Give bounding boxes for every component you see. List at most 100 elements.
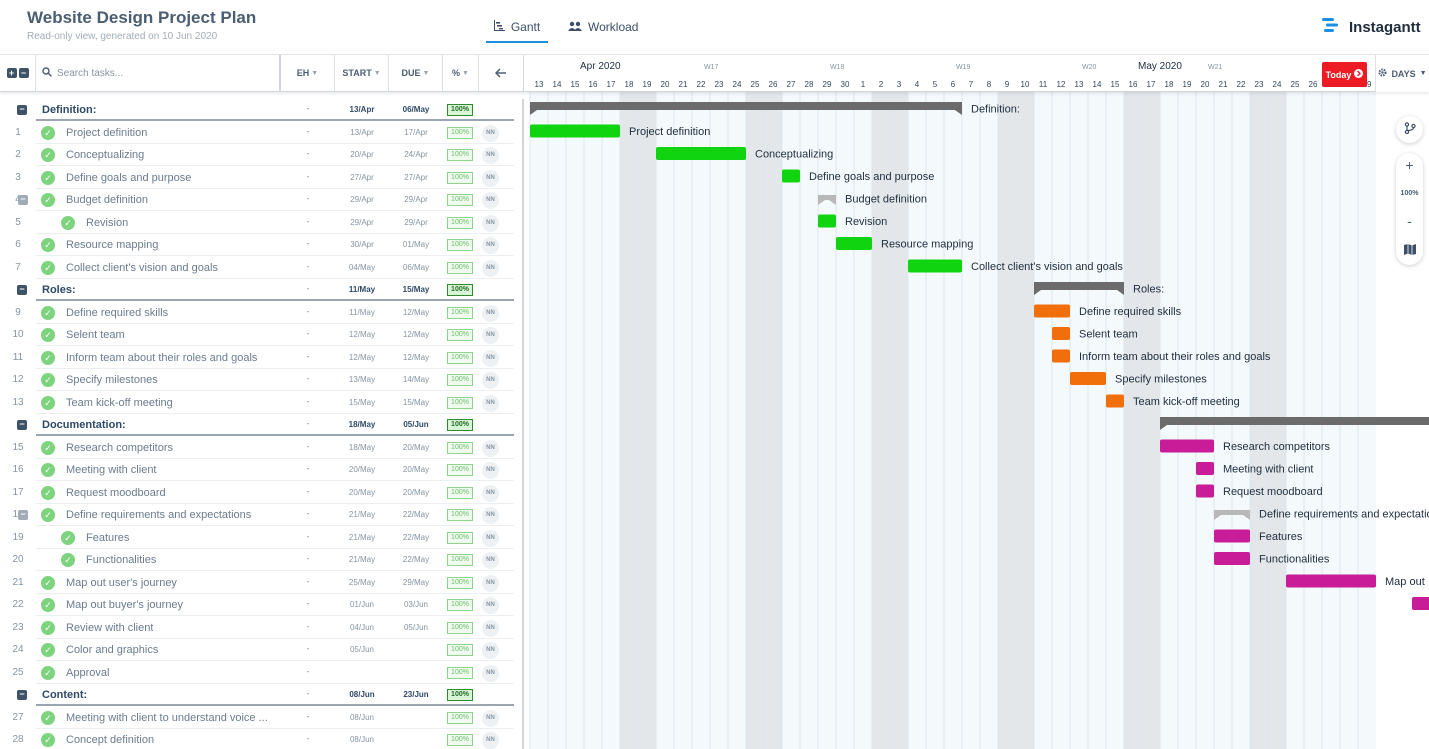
completed-check-icon[interactable]: ✓ (41, 373, 55, 387)
column-start[interactable]: START ▼ (335, 55, 389, 91)
task-row[interactable]: 22 ✓ Map out buyer's journey - 01/Jun 03/Jun 1… (0, 594, 522, 617)
completed-check-icon[interactable]: ✓ (41, 148, 55, 162)
task-name[interactable]: Color and graphics (66, 644, 159, 656)
collapse-grid-button[interactable] (479, 55, 524, 91)
collapse-subtasks-icon[interactable]: − (18, 510, 28, 520)
filter-icon[interactable]: ▼ (422, 69, 430, 77)
group-name[interactable]: Definition: (42, 104, 97, 116)
task-name[interactable]: Inform team about their roles and goals (66, 351, 258, 364)
collapse-group-icon[interactable]: − (17, 690, 27, 700)
task-row[interactable]: 23 ✓ Review with client - 04/Jun 05/Jun 100% NN (0, 617, 522, 640)
completed-check-icon[interactable]: ✓ (41, 125, 55, 140)
task-row[interactable]: 2 ✓ Conceptualizing - 20/Apr 24/Apr 100% NN (0, 144, 522, 167)
scale-dropdown[interactable]: DAYS ▼ (1375, 55, 1429, 92)
completed-check-icon[interactable]: ✓ (41, 733, 55, 747)
task-bar[interactable] (1034, 304, 1070, 318)
completed-check-icon[interactable]: ✓ (41, 193, 55, 207)
completed-check-icon[interactable]: ✓ (41, 260, 55, 275)
tab-workload[interactable]: Workload (568, 20, 638, 34)
tab-gantt[interactable]: Gantt (486, 20, 548, 43)
assignee-avatar[interactable]: NN (482, 732, 499, 749)
completed-check-icon[interactable]: ✓ (41, 620, 55, 635)
assignee-avatar[interactable]: NN (482, 259, 499, 277)
assignee-avatar[interactable]: NN (482, 214, 499, 232)
filter-icon[interactable]: ▼ (462, 69, 469, 77)
task-bar[interactable] (656, 147, 746, 160)
collapse-subtasks-icon[interactable]: − (18, 195, 28, 205)
task-bar[interactable] (1052, 327, 1070, 340)
completed-check-icon[interactable]: ✓ (41, 305, 55, 320)
assignee-avatar[interactable]: NN (482, 372, 499, 389)
assignee-avatar[interactable]: NN (482, 169, 499, 187)
task-name[interactable]: Selent team (66, 329, 125, 341)
assignee-avatar[interactable]: NN (482, 124, 499, 142)
task-bar[interactable] (836, 237, 872, 250)
completed-check-icon[interactable]: ✓ (41, 485, 55, 500)
task-name[interactable]: Budget definition (66, 194, 148, 206)
task-name[interactable]: Concept definition (66, 734, 155, 746)
task-row[interactable]: 12 ✓ Specify milestones - 13/May 14/May 100% NN (0, 369, 522, 392)
task-row[interactable]: 18−✓Define requirements and expectations… (0, 504, 522, 527)
task-name[interactable]: Resource mapping (66, 239, 159, 251)
task-row[interactable]: 7 ✓ Collect client's vision and goals - 04/M… (0, 257, 522, 280)
group-summary-bar[interactable] (1034, 282, 1124, 295)
assignee-avatar[interactable]: NN (482, 619, 499, 637)
task-bar[interactable] (782, 169, 800, 183)
collapse-all-icon[interactable]: − (18, 68, 29, 78)
task-row[interactable]: 1 ✓ Project definition - 13/Apr 17/Apr 100% NN (0, 122, 522, 145)
task-name[interactable]: Research competitors (66, 441, 173, 454)
task-name[interactable]: Meeting with client to understand voice … (66, 711, 268, 724)
zoom-in-button[interactable]: + (1405, 157, 1414, 173)
assignee-avatar[interactable]: NN (482, 664, 499, 682)
task-bar[interactable] (1196, 484, 1214, 498)
assignee-avatar[interactable]: NN (482, 484, 499, 502)
task-row[interactable]: 28 ✓ Concept definition - 08/Jun 100% NN (0, 729, 522, 749)
task-name[interactable]: Meeting with client (66, 464, 157, 476)
column-eh[interactable]: EH ▼ (281, 55, 335, 91)
assignee-avatar[interactable]: NN (482, 574, 499, 592)
task-bar[interactable] (530, 124, 620, 138)
group-name[interactable]: Content: (42, 689, 88, 701)
task-bar[interactable] (1214, 529, 1250, 543)
task-name[interactable]: Approval (66, 666, 110, 679)
task-name[interactable]: Map out user's journey (66, 576, 177, 589)
assignee-avatar[interactable]: NN (482, 439, 499, 457)
task-name[interactable]: Specify milestones (66, 374, 158, 386)
filter-icon[interactable]: ▼ (311, 69, 319, 77)
task-bar[interactable] (1052, 349, 1070, 363)
task-name[interactable]: Revision (86, 216, 129, 229)
task-row[interactable]: 15 ✓ Research competitors - 18/May 20/May 100%… (0, 437, 522, 460)
task-name[interactable]: Map out buyer's journey (66, 599, 184, 611)
task-row[interactable]: 6 ✓ Resource mapping - 30/Apr 01/May 100% NN (0, 234, 522, 257)
today-button[interactable]: Today (1322, 62, 1367, 87)
completed-check-icon[interactable]: ✓ (61, 530, 75, 545)
task-bar[interactable] (1070, 372, 1106, 385)
filter-icon[interactable]: ▼ (373, 69, 381, 77)
assignee-avatar[interactable]: NN (482, 349, 499, 367)
group-name[interactable]: Documentation: (42, 419, 126, 431)
completed-check-icon[interactable]: ✓ (41, 238, 55, 252)
assignee-avatar[interactable]: NN (482, 642, 499, 659)
assignee-avatar[interactable]: NN (482, 462, 499, 479)
assignee-avatar[interactable]: NN (482, 147, 499, 164)
task-bar[interactable] (1214, 552, 1250, 565)
collapse-group-icon[interactable]: − (17, 285, 27, 295)
assignee-avatar[interactable]: NN (482, 529, 499, 547)
assignee-avatar[interactable]: NN (482, 709, 499, 727)
group-summary-bar[interactable] (530, 102, 962, 115)
task-row[interactable]: 13 ✓ Team kick-off meeting - 15/May 15/May 100… (0, 392, 522, 415)
task-row[interactable]: 25 ✓ Approval - 100% NN (0, 662, 522, 685)
task-row[interactable]: 16 ✓ Meeting with client - 20/May 20/May 100% N… (0, 459, 522, 482)
task-name[interactable]: Features (86, 531, 130, 544)
assignee-avatar[interactable]: NN (482, 507, 499, 524)
dependencies-button[interactable] (1396, 116, 1423, 143)
collapse-group-icon[interactable]: − (17, 105, 27, 115)
task-name[interactable]: Functionalities (86, 554, 157, 566)
group-summary-bar[interactable] (1160, 417, 1429, 430)
completed-check-icon[interactable]: ✓ (41, 170, 55, 185)
assignee-avatar[interactable]: NN (482, 597, 499, 614)
task-bar[interactable] (1160, 439, 1214, 453)
map-button[interactable] (1396, 242, 1423, 260)
task-row[interactable]: 19 ✓ Features - 21/May 22/May 100% NN (0, 527, 522, 550)
